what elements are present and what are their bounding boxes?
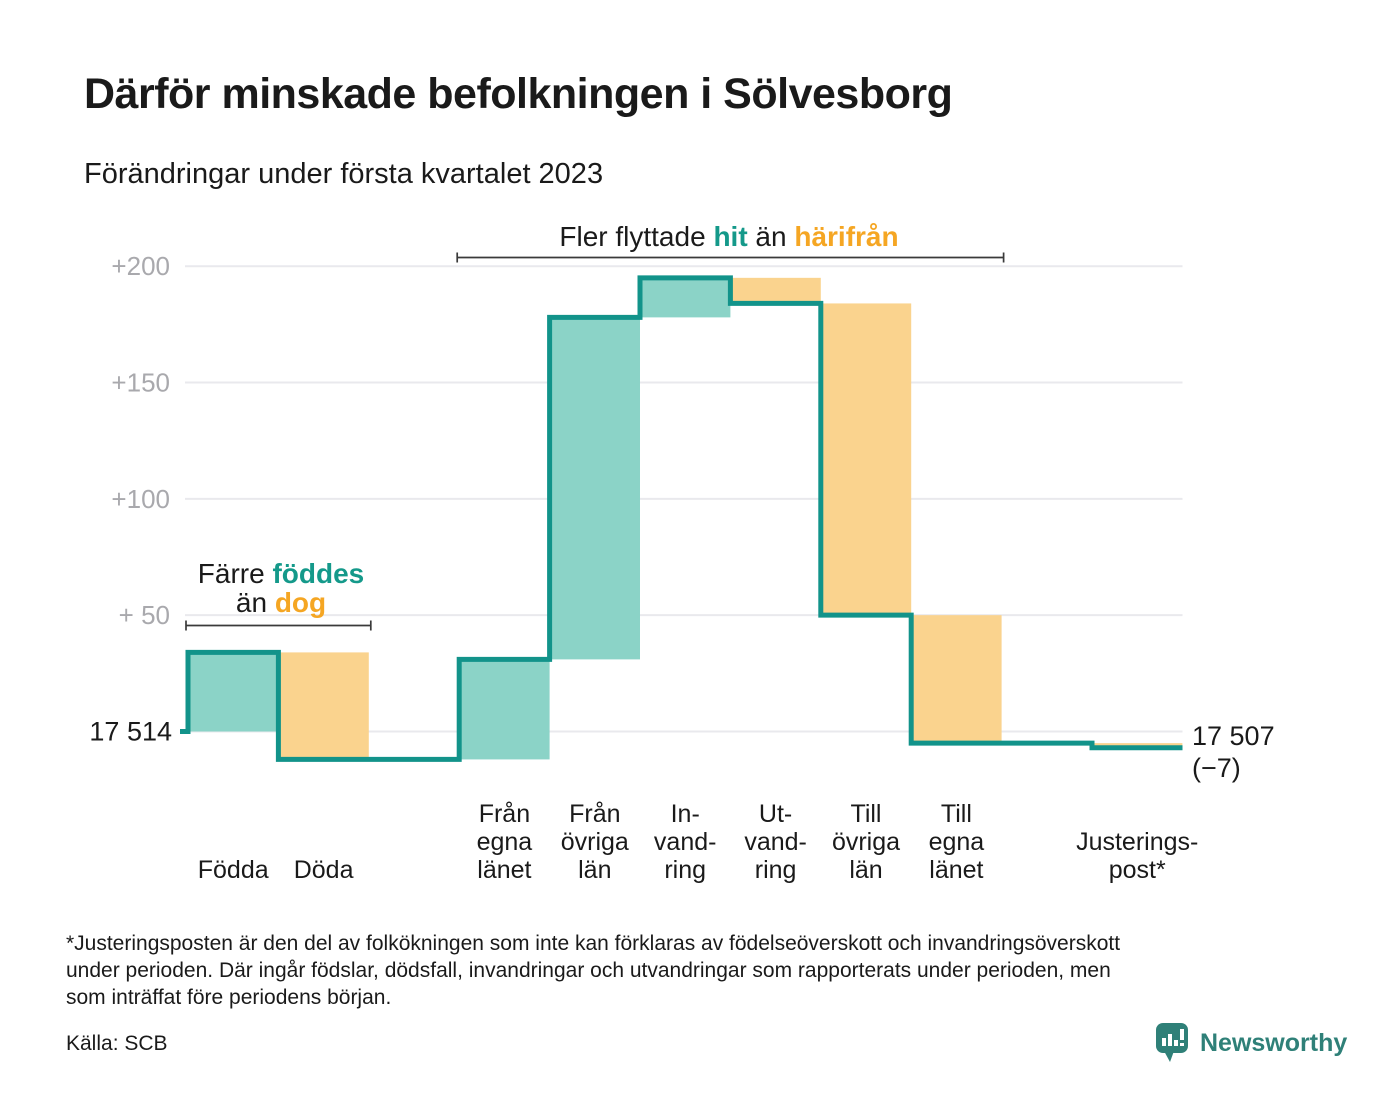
category-label-fran-egna-lanet: egna: [477, 828, 533, 856]
page-subtitle: Förändringar under första kvartalet 2023: [84, 158, 604, 190]
bar-fodda: [188, 652, 279, 732]
category-label-till-egna-lanet: egna: [929, 828, 985, 856]
newsworthy-logo-icon: [1156, 1023, 1188, 1062]
category-label-utvandring: vand-: [744, 828, 807, 856]
bar-doda: [278, 652, 369, 760]
category-label-fran-egna-lanet: länet: [477, 856, 531, 884]
category-label-fodda: Födda: [198, 856, 269, 884]
footnote-line: under perioden. Där ingår födslar, dödsf…: [66, 959, 1111, 982]
y-tick-label: + 50: [119, 600, 170, 630]
y-tick-label: +100: [111, 484, 170, 514]
bar-till-ovriga-lan: [820, 303, 912, 616]
annotation-migration: Fler flyttade hit än härifrån: [559, 221, 898, 252]
category-label-invandring: In-: [671, 800, 700, 828]
newsworthy-logo-text: Newsworthy: [1200, 1029, 1348, 1057]
category-label-invandring: vand-: [654, 828, 717, 856]
category-label-doda: Döda: [294, 856, 354, 884]
annotation-births-deaths: än dog: [236, 587, 326, 618]
bar-fran-ovriga-lan: [549, 317, 640, 660]
category-label-till-ovriga-lan: län: [849, 856, 882, 884]
newsworthy-logo: Newsworthy: [1155, 1022, 1347, 1064]
category-label-till-egna-lanet: Till: [941, 800, 972, 828]
bracket-migration: [456, 252, 1005, 263]
category-label-fran-ovriga-lan: län: [578, 856, 611, 884]
category-label-till-ovriga-lan: Till: [850, 800, 881, 828]
category-label-fran-ovriga-lan: Från: [569, 800, 620, 828]
bar-fran-egna-lanet: [459, 659, 550, 760]
y-tick-label: +150: [111, 368, 170, 398]
end-value-label: 17 507: [1192, 721, 1275, 751]
category-label-justeringspost: post*: [1109, 856, 1166, 884]
category-label-fran-ovriga-lan: övriga: [561, 828, 629, 856]
footnote: *Justeringsposten är den del av folkökni…: [66, 930, 1120, 1011]
category-label-invandring: ring: [664, 856, 706, 884]
category-label-till-ovriga-lan: övriga: [832, 828, 900, 856]
end-delta-label: (−7): [1192, 753, 1241, 783]
bar-till-egna-lanet: [911, 615, 1002, 744]
annotation-births-deaths: Färre föddes: [198, 558, 364, 589]
category-label-utvandring: ring: [755, 856, 797, 884]
start-value-label: 17 514: [89, 717, 172, 747]
y-tick-label: +200: [111, 251, 170, 281]
footnote-line: som inträffat före periodens början.: [66, 986, 392, 1009]
waterfall-line: [180, 275, 1183, 762]
category-label-justeringspost: Justerings-: [1076, 828, 1198, 856]
bar-invandring: [640, 277, 731, 318]
footnote-line: *Justeringsposten är den del av folkökni…: [66, 932, 1121, 955]
page-title: Därför minskade befolkningen i Sölvesbor…: [84, 70, 953, 118]
category-label-fran-egna-lanet: Från: [479, 800, 530, 828]
category-label-utvandring: Ut-: [759, 800, 792, 828]
source-label: Källa: SCB: [66, 1032, 168, 1055]
bracket-births-deaths: [185, 620, 372, 631]
bar-utvandring: [730, 277, 821, 304]
category-label-till-egna-lanet: länet: [929, 856, 983, 884]
